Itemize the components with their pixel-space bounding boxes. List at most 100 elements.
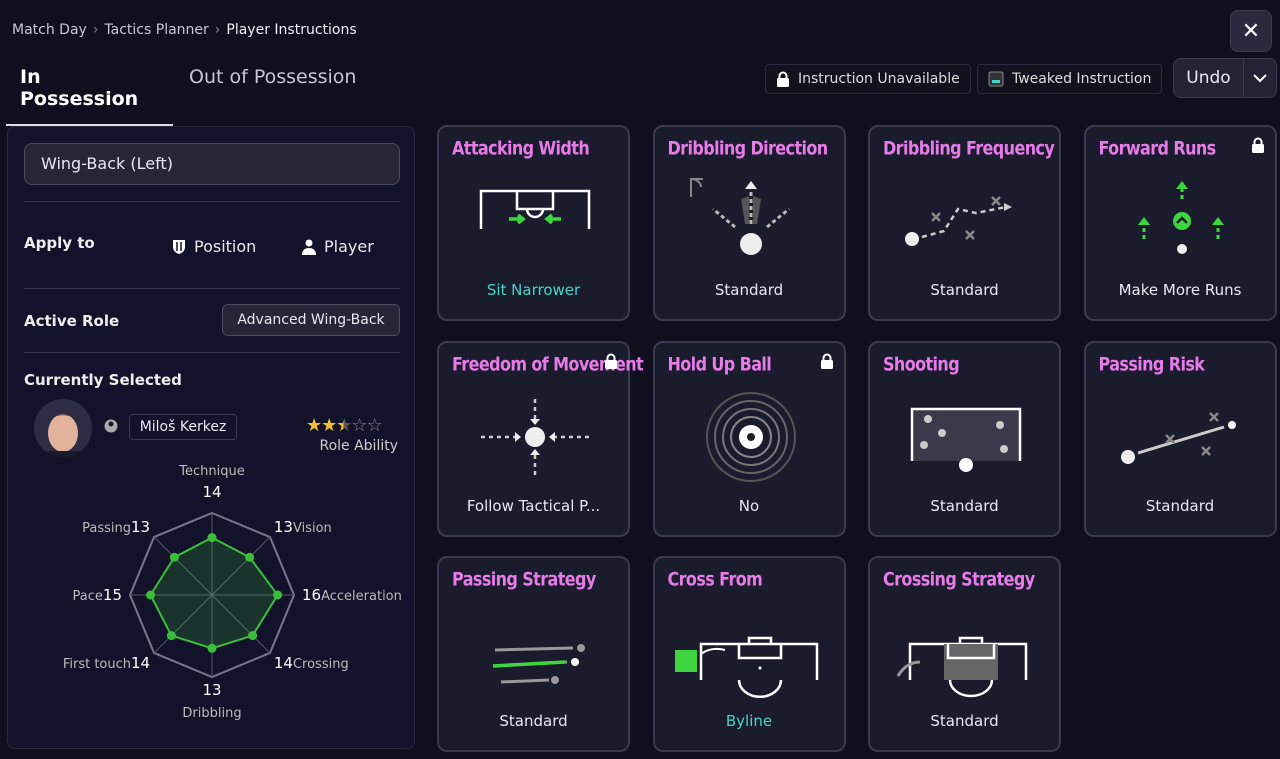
lock-icon [777, 71, 789, 87]
active-role-label: Active Role [24, 312, 120, 330]
divider [24, 352, 400, 353]
radar-point [169, 552, 179, 562]
card-title: Freedom of Movement [452, 352, 644, 375]
option-label: Player [324, 237, 374, 256]
tab-in-possession[interactable]: In Possession [6, 66, 173, 126]
card-title: Forward Runs [1098, 137, 1217, 159]
lock-icon [820, 353, 834, 373]
instruction-card-dribbling-direction[interactable]: Dribbling Direction Standard [652, 125, 846, 321]
player-panel: Wing-Back (Left) Apply to Position Playe… [7, 126, 415, 749]
instruction-card-forward-runs[interactable]: Forward Runs Make More Runs [1083, 125, 1277, 321]
divider [24, 201, 400, 202]
role-ability-label: Role Ability [319, 438, 398, 454]
radar-point [146, 590, 155, 600]
dribble-dir-icon [689, 178, 790, 255]
card-value: Standard [930, 712, 999, 730]
apply-to-player[interactable]: Player [302, 237, 374, 256]
chevron-right-icon: › [92, 22, 99, 38]
role-ability-stars: ★★★☆☆ [306, 415, 383, 436]
instruction-card-attacking-width[interactable]: Attacking Width Sit Narrower [437, 125, 630, 321]
card-value: Standard [930, 281, 999, 299]
crossfrom-icon [674, 636, 818, 699]
chevron-down-icon[interactable] [1244, 68, 1276, 88]
instruction-card-hold-up-ball[interactable]: Hold Up Ball No [652, 340, 846, 537]
card-value: Standard [930, 496, 999, 515]
radar-label: Passing13 [82, 518, 150, 536]
player-avatar [34, 399, 92, 457]
passrisk-icon [1120, 411, 1236, 464]
runs-icon [1137, 181, 1224, 254]
attribute-name: Acceleration [321, 589, 402, 604]
divider [24, 288, 400, 289]
radar-label: Technique 14 [178, 464, 244, 501]
option-label: Position [194, 237, 257, 256]
tab-out-of-possession[interactable]: Out of Possession [189, 66, 357, 88]
radar-axis [211, 594, 271, 654]
card-title: Cross From [667, 568, 763, 590]
lock-icon [1251, 137, 1265, 157]
active-role-select[interactable]: Advanced Wing-Back [222, 304, 400, 336]
instruction-card-passing-risk[interactable]: Passing Risk Standard [1083, 340, 1277, 537]
attribute-value: 16 [302, 586, 321, 604]
card-title: Dribbling Direction [667, 137, 829, 159]
instruction-card-passing-strategy[interactable]: Passing Strategy Standard [437, 556, 630, 752]
close-button[interactable]: ✕ [1230, 10, 1272, 52]
freedom-icon [481, 398, 589, 475]
undo-button[interactable]: Undo [1174, 59, 1244, 97]
attribute-value: 14 [131, 654, 150, 672]
breadcrumb-tactics-planner[interactable]: Tactics Planner [104, 22, 209, 38]
card-title: Crossing Strategy [883, 568, 1035, 590]
position-select[interactable]: Wing-Back (Left) [24, 143, 400, 185]
card-title: Hold Up Ball [667, 352, 772, 375]
attribute-name: Passing [82, 521, 131, 536]
card-title: Passing Strategy [452, 568, 596, 590]
person-icon [302, 239, 316, 255]
card-value: Standard [714, 281, 784, 299]
card-value: Standard [499, 712, 568, 730]
radar-axis [153, 536, 213, 596]
attribute-value: 13 [131, 518, 150, 536]
card-value: Make More Runs [1118, 281, 1242, 299]
card-value: Follow Tactical P... [466, 496, 601, 515]
radar-axis [153, 594, 213, 654]
currently-selected-label: Currently Selected [24, 371, 182, 389]
radar-label: Pace15 [73, 586, 122, 604]
attribute-value: 14 [202, 483, 221, 501]
radar-point [273, 590, 283, 600]
card-value: Byline [725, 712, 773, 730]
radar-label: 14Crossing [274, 654, 349, 672]
instruction-card-cross-from[interactable]: Cross From Byline [652, 556, 846, 752]
radar-label: 16Acceleration [302, 586, 402, 604]
shooting-icon [910, 407, 1022, 472]
breadcrumb-match-day[interactable]: Match Day [12, 22, 87, 38]
undo-split-button: Undo [1173, 58, 1277, 98]
star-icon: ☆ [351, 415, 367, 436]
instruction-card-crossing-strategy[interactable]: Crossing Strategy Standard [868, 556, 1061, 752]
legend-label: Tweaked Instruction [1012, 71, 1152, 87]
radar-point [207, 533, 217, 543]
card-value: No [738, 496, 760, 515]
card-value: Sit Narrower [486, 281, 581, 299]
card-title: Dribbling Frequency [883, 137, 1055, 159]
attribute-value: 13 [274, 518, 293, 536]
tweaked-icon [988, 71, 1004, 87]
attribute-name: Vision [293, 521, 332, 536]
card-title: Passing Risk [1098, 352, 1205, 375]
legend-tweaked-instruction: Tweaked Instruction [977, 64, 1163, 94]
instruction-card-freedom-of-movement[interactable]: Freedom of Movement Follow Tactical P... [437, 340, 644, 537]
attribute-name: Technique [178, 464, 244, 479]
card-title: Shooting [883, 352, 960, 375]
radar-point [207, 643, 217, 653]
lock-icon [604, 353, 618, 373]
attribute-value: 13 [202, 681, 221, 699]
legend-instruction-unavailable: Instruction Unavailable [765, 64, 971, 94]
instruction-card-shooting[interactable]: Shooting Standard [868, 340, 1061, 537]
instruction-card-dribbling-frequency[interactable]: Dribbling Frequency Standard [868, 125, 1061, 321]
attribute-value: 14 [274, 654, 293, 672]
radar-point [166, 631, 176, 641]
apply-to-position[interactable]: Position [172, 237, 256, 256]
player-name[interactable]: Miloš Kerkez [129, 414, 237, 440]
attribute-value: 15 [103, 586, 122, 604]
radar-point [245, 552, 255, 562]
width-icon [479, 189, 591, 229]
